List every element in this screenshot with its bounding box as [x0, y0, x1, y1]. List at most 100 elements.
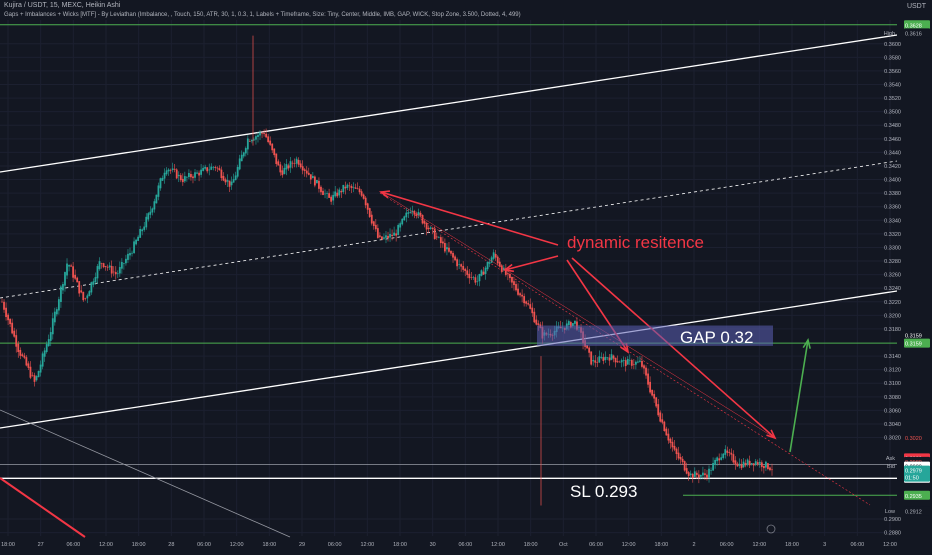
candle-body — [84, 298, 87, 299]
time-tick-label: 18:00 — [654, 542, 668, 548]
candle-body — [665, 428, 668, 436]
candle-body — [454, 256, 456, 261]
candle-body — [517, 288, 519, 295]
gap-zone-box[interactable] — [537, 325, 773, 346]
candle-body — [632, 364, 635, 365]
gap-top-tag: 0.3159 — [905, 334, 922, 340]
candle-body — [240, 154, 243, 162]
candle-body — [734, 460, 737, 465]
candle-body — [37, 371, 40, 378]
price-tick-label: 0.3220 — [884, 300, 901, 306]
candle-body — [257, 134, 259, 138]
candle-body — [141, 229, 144, 232]
gap-top-tag-bg — [904, 330, 930, 340]
price-tick-label: 0.3180 — [884, 327, 901, 333]
candle-body — [758, 461, 761, 464]
arrow-to-peak2 — [504, 255, 559, 271]
candle-body — [679, 456, 682, 460]
candle-body — [509, 273, 511, 279]
candle-body — [196, 172, 198, 174]
candle-body — [293, 163, 296, 164]
candle-body — [279, 164, 282, 173]
candle-body — [106, 266, 109, 268]
price-tick-label: 0.3560 — [884, 69, 901, 75]
price-tick-label: 0.3440 — [884, 150, 901, 156]
candle-body — [259, 132, 261, 136]
candle-body — [370, 214, 373, 224]
candle-body — [478, 274, 481, 282]
time-tick-label: 18:00 — [393, 542, 407, 548]
candle-body — [285, 164, 288, 170]
candle-body — [224, 179, 227, 183]
candle-body — [159, 178, 162, 189]
candle-body — [669, 438, 672, 443]
channel-lower-line — [0, 290, 898, 429]
candle-body — [94, 277, 97, 283]
candle-body — [431, 227, 434, 230]
candle-body — [675, 448, 678, 454]
price-tick-label: 0.3340 — [884, 218, 901, 224]
candle-body — [167, 169, 170, 172]
candle-body — [535, 319, 538, 325]
candle-body — [704, 473, 706, 476]
candle-body — [39, 364, 42, 373]
candle-body — [204, 166, 207, 169]
candle-body — [744, 463, 747, 466]
price-tick-label: 0.3380 — [884, 191, 901, 197]
candle-body — [423, 221, 426, 224]
candle-body — [202, 167, 205, 171]
candle-body — [80, 290, 83, 293]
candle-body — [602, 357, 605, 361]
candle-body — [76, 277, 79, 283]
candle-body — [762, 465, 765, 469]
candle-body — [685, 468, 688, 474]
time-tick-label: 18:00 — [262, 542, 276, 548]
time-tick-label: 30 — [430, 542, 436, 548]
time-tick-label: 12:00 — [360, 542, 374, 548]
price-tick-label: 0.3020 — [884, 436, 901, 442]
candle-body — [699, 475, 702, 477]
candle-body — [267, 136, 270, 143]
price-tick-label: 0.3600 — [884, 42, 901, 48]
candle-body — [464, 268, 467, 272]
time-tick-label: 3 — [823, 542, 826, 548]
candle-body — [118, 267, 121, 274]
candle-body — [51, 318, 54, 335]
channel-upper-line — [0, 34, 898, 173]
candle-body — [183, 176, 186, 182]
candle-body — [255, 136, 257, 140]
candle-body — [604, 356, 607, 361]
candle-body — [474, 277, 477, 283]
candle-body — [328, 193, 330, 198]
time-tick-label: 29 — [299, 542, 305, 548]
candle-body — [222, 175, 225, 181]
candle-body — [5, 307, 7, 317]
candle-body — [88, 291, 91, 297]
candle-body — [673, 445, 676, 450]
candle-body — [689, 473, 692, 476]
candle-body — [407, 212, 410, 214]
candle-body — [710, 470, 712, 471]
candle-body — [724, 449, 727, 455]
candle-body — [200, 169, 203, 175]
candle-body — [630, 360, 633, 366]
flash-icon[interactable] — [766, 524, 776, 534]
candle-body — [697, 474, 700, 478]
candle-body — [594, 360, 597, 363]
last-price-tag: 0.2979 — [905, 469, 922, 475]
candle-body — [653, 394, 656, 399]
candle-body — [671, 441, 674, 448]
candle-body — [161, 177, 164, 181]
candle-body — [482, 271, 485, 275]
candle-body — [765, 461, 767, 468]
arrow-to-peak2-head — [503, 263, 515, 273]
candle-body — [92, 281, 95, 285]
price-tick-label: 0.3060 — [884, 408, 901, 414]
candle-body — [462, 266, 465, 270]
time-tick-label: 18:00 — [1, 542, 15, 548]
descending-line — [0, 409, 291, 538]
candle-body — [767, 463, 769, 469]
candle-body — [624, 360, 627, 367]
